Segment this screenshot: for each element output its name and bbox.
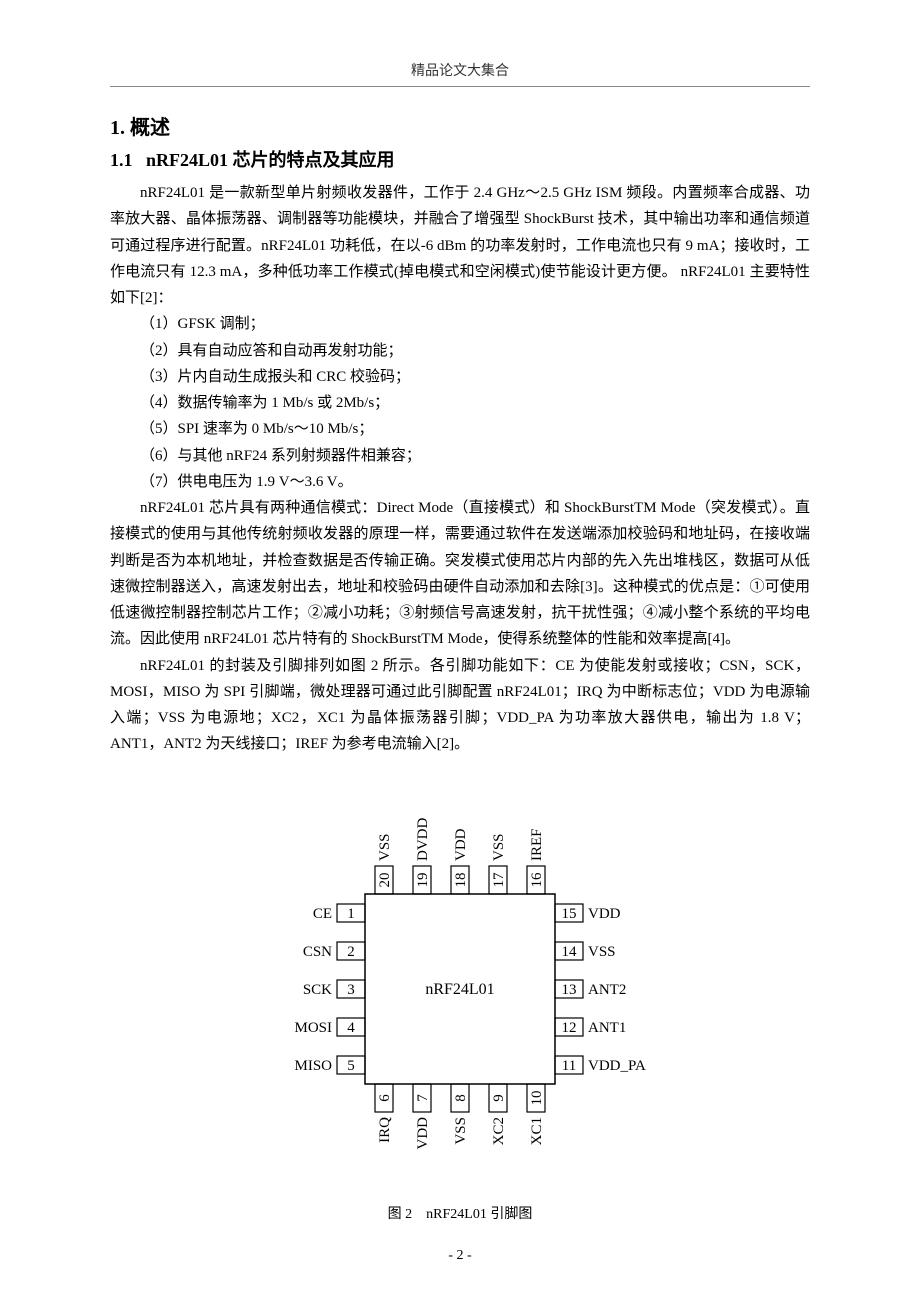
svg-text:7: 7 <box>415 1093 431 1101</box>
figure-caption: 图 2 nRF24L01 引脚图 <box>110 1203 810 1223</box>
page-number: - 2 - <box>0 1248 920 1264</box>
svg-text:VDD: VDD <box>415 1116 431 1149</box>
chip-diagram: nRF24L01 1 CE 2 CSN 3 SCK 4 MOSI 5 MISO 15 VDD 14 VSS 1… <box>270 774 650 1194</box>
feature-list: （1）GFSK 调制； （2）具有自动应答和自动再发射功能； （3）片内自动生成… <box>110 311 810 495</box>
list-item: （5）SPI 速率为 0 Mb/s～10 Mb/s； <box>140 416 810 442</box>
svg-text:9: 9 <box>491 1094 507 1102</box>
svg-text:ANT2: ANT2 <box>588 982 626 998</box>
svg-text:11: 11 <box>562 1058 576 1074</box>
svg-text:VDD: VDD <box>453 828 469 861</box>
svg-text:DVDD: DVDD <box>415 817 431 860</box>
svg-text:4: 4 <box>347 1020 355 1036</box>
list-item: （2）具有自动应答和自动再发射功能； <box>140 338 810 364</box>
chip-pinout-svg: nRF24L01 1 CE 2 CSN 3 SCK 4 MOSI 5 MISO 15 VDD 14 VSS 1… <box>270 774 650 1194</box>
list-item: （7）供电电压为 1.9 V～3.6 V。 <box>140 469 810 495</box>
list-item: （6）与其他 nRF24 系列射频器件相兼容； <box>140 443 810 469</box>
svg-text:1: 1 <box>347 906 355 922</box>
svg-text:SCK: SCK <box>303 982 332 998</box>
page-header: 精品论文大集合 <box>110 60 810 87</box>
svg-text:VSS: VSS <box>453 1117 469 1145</box>
paragraph: nRF24L01 是一款新型单片射频收发器件，工作于 2.4 GHz～2.5 G… <box>110 180 810 311</box>
svg-text:2: 2 <box>347 944 355 960</box>
svg-text:XC2: XC2 <box>491 1117 507 1145</box>
svg-text:CSN: CSN <box>303 944 332 960</box>
svg-text:IRQ: IRQ <box>377 1116 393 1142</box>
svg-text:VSS: VSS <box>491 833 507 861</box>
section-number: 1. <box>110 117 125 139</box>
svg-text:3: 3 <box>347 982 355 998</box>
paragraph: nRF24L01 的封装及引脚排列如图 2 所示。各引脚功能如下：CE 为使能发… <box>110 653 810 758</box>
svg-text:ANT1: ANT1 <box>588 1020 626 1036</box>
svg-text:16: 16 <box>529 872 545 888</box>
svg-text:14: 14 <box>562 944 578 960</box>
svg-text:MOSI: MOSI <box>294 1020 332 1036</box>
svg-text:VDD_PA: VDD_PA <box>588 1058 646 1074</box>
svg-text:VSS: VSS <box>377 833 393 861</box>
svg-text:8: 8 <box>453 1094 469 1102</box>
svg-text:VSS: VSS <box>588 944 616 960</box>
list-item: （1）GFSK 调制； <box>140 311 810 337</box>
list-item: （4）数据传输率为 1 Mb/s 或 2Mb/s； <box>140 390 810 416</box>
section-title: 概述 <box>130 117 170 139</box>
svg-text:12: 12 <box>562 1020 577 1036</box>
svg-text:5: 5 <box>347 1058 355 1074</box>
subsection-title: nRF24L01 芯片的特点及其应用 <box>146 150 395 170</box>
svg-text:20: 20 <box>377 872 393 887</box>
svg-text:CE: CE <box>313 906 332 922</box>
svg-text:IREF: IREF <box>529 828 545 861</box>
subsection-heading: 1.1 nRF24L01 芯片的特点及其应用 <box>110 146 810 172</box>
svg-text:10: 10 <box>529 1090 545 1105</box>
svg-text:VDD: VDD <box>588 906 621 922</box>
paragraph: nRF24L01 芯片具有两种通信模式：Direct Mode（直接模式）和 S… <box>110 495 810 653</box>
svg-text:MISO: MISO <box>294 1058 332 1074</box>
subsection-number: 1.1 <box>110 150 133 170</box>
section-heading: 1. 概述 <box>110 111 810 140</box>
svg-text:17: 17 <box>491 872 507 888</box>
svg-text:6: 6 <box>377 1093 393 1101</box>
svg-text:19: 19 <box>415 872 431 887</box>
list-item: （3）片内自动生成报头和 CRC 校验码； <box>140 364 810 390</box>
svg-text:15: 15 <box>562 906 577 922</box>
svg-text:13: 13 <box>562 982 577 998</box>
svg-text:XC1: XC1 <box>529 1117 545 1145</box>
figure-2: nRF24L01 1 CE 2 CSN 3 SCK 4 MOSI 5 MISO 15 VDD 14 VSS 1… <box>110 774 810 1223</box>
svg-text:18: 18 <box>453 872 469 887</box>
svg-text:nRF24L01: nRF24L01 <box>425 981 494 998</box>
page: 精品论文大集合 1. 概述 1.1 nRF24L01 芯片的特点及其应用 nRF… <box>0 0 920 1300</box>
